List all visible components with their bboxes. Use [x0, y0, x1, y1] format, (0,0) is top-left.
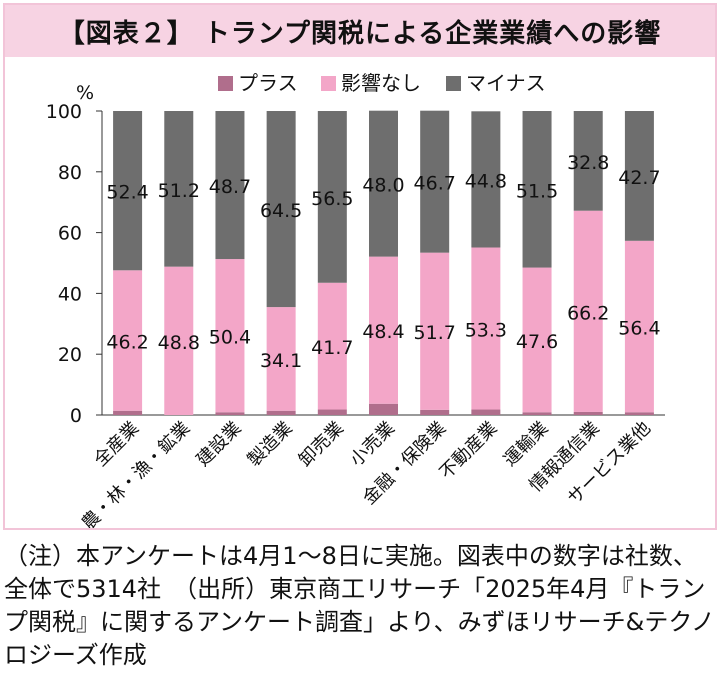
data-label-6-series-1: 51.7	[414, 322, 456, 344]
data-label-1-series-2: 51.2	[158, 180, 200, 202]
legend-label-2: マイナス	[466, 71, 546, 95]
y-tick-label-60: 60	[58, 223, 82, 245]
bar-10-series-2	[624, 111, 654, 241]
legend-swatch-0	[218, 76, 233, 91]
bar-5-series-0	[369, 403, 398, 415]
bar-9-series-0	[573, 411, 603, 415]
data-label-10-series-2: 42.7	[618, 167, 660, 189]
data-label-5-series-1: 48.4	[362, 321, 404, 343]
bar-6-series-2	[420, 110, 450, 253]
bar-2-series-0	[215, 412, 245, 415]
data-label-10-series-1: 56.4	[618, 318, 660, 340]
data-label-8-series-1: 47.6	[516, 331, 558, 353]
bar-1-series-2	[164, 111, 194, 267]
bar-5-series-2	[369, 110, 398, 257]
bar-1-series-1	[164, 266, 194, 415]
bar-8-series-2	[522, 111, 552, 268]
x-tick-label-3: 製造業	[244, 418, 297, 471]
bar-0-series-1	[113, 270, 143, 411]
data-label-7-series-2: 44.8	[465, 170, 507, 192]
chart-title: 【図表２】 トランプ関税による企業業績への影響	[58, 18, 662, 49]
bar-7-series-0	[471, 409, 501, 415]
bar-8-series-1	[522, 267, 552, 413]
data-label-2-series-2: 48.7	[209, 176, 251, 198]
data-label-9-series-1: 66.2	[567, 302, 609, 324]
data-label-2-series-1: 50.4	[209, 327, 251, 349]
y-unit-label: %	[76, 82, 94, 104]
bar-10-series-0	[624, 412, 654, 415]
bar-6-series-1	[420, 252, 450, 410]
data-label-9-series-2: 32.8	[567, 152, 609, 174]
y-tick-label-80: 80	[58, 162, 82, 184]
x-tick-label-7: 不動産業	[436, 418, 502, 484]
legend-swatch-1	[321, 76, 336, 91]
x-tick-label-4: 卸売業	[295, 418, 348, 471]
y-tick-label-20: 20	[58, 344, 82, 366]
bar-0-series-2	[113, 111, 143, 271]
bar-4-series-1	[317, 282, 347, 410]
data-label-3-series-2: 64.5	[260, 200, 302, 222]
footnote: （注）本アンケートは4月1～8日に実施。図表中の数字は社数、全体で5314社 （…	[4, 542, 715, 669]
bar-8-series-0	[522, 412, 552, 415]
bar-2-series-2	[215, 111, 245, 260]
y-tick-label-0: 0	[70, 405, 82, 427]
chart-frame: 【図表２】 トランプ関税による企業業績への影響 プラス 影響なし マイナス% 0 20 4…	[3, 3, 717, 530]
title-bar: 【図表２】 トランプ関税による企業業績への影響	[5, 5, 715, 57]
data-label-1-series-1: 48.8	[158, 332, 200, 354]
legend-label-1: 影響なし	[341, 71, 421, 95]
bar-4-series-2	[317, 111, 347, 283]
bar-2-series-1	[215, 259, 245, 413]
legend-label-0: プラス	[238, 71, 298, 95]
data-label-0-series-1: 46.2	[106, 332, 148, 354]
bar-7-series-1	[471, 247, 501, 410]
data-label-0-series-2: 52.4	[106, 182, 148, 204]
bar-9-series-2	[573, 111, 603, 211]
bar-3-series-2	[266, 111, 296, 308]
data-label-5-series-2: 48.0	[362, 175, 404, 197]
bar-4-series-0	[317, 409, 347, 415]
bar-3-series-0	[266, 410, 296, 415]
y-tick-label-100: 100	[46, 101, 82, 123]
bar-7-series-2	[471, 111, 501, 248]
data-label-8-series-2: 51.5	[516, 180, 558, 202]
bar-10-series-1	[624, 240, 654, 413]
bar-0-series-0	[113, 410, 143, 415]
data-label-3-series-1: 34.1	[260, 350, 302, 372]
bar-5-series-1	[369, 256, 398, 404]
bar-9-series-1	[573, 210, 603, 412]
data-label-4-series-2: 56.5	[311, 188, 353, 210]
legend-swatch-2	[446, 76, 461, 91]
data-label-4-series-1: 41.7	[311, 337, 353, 359]
data-label-6-series-2: 46.7	[414, 173, 456, 195]
y-tick-label-40: 40	[58, 283, 82, 305]
data-label-7-series-1: 53.3	[465, 320, 507, 342]
stacked-bar-chart: プラス影響なしマイナス%0204060801001.446.252.4全産業0.…	[46, 71, 665, 528]
bar-6-series-0	[420, 409, 450, 415]
bar-3-series-1	[266, 307, 296, 411]
x-tick-label-2: 建設業	[192, 418, 245, 471]
